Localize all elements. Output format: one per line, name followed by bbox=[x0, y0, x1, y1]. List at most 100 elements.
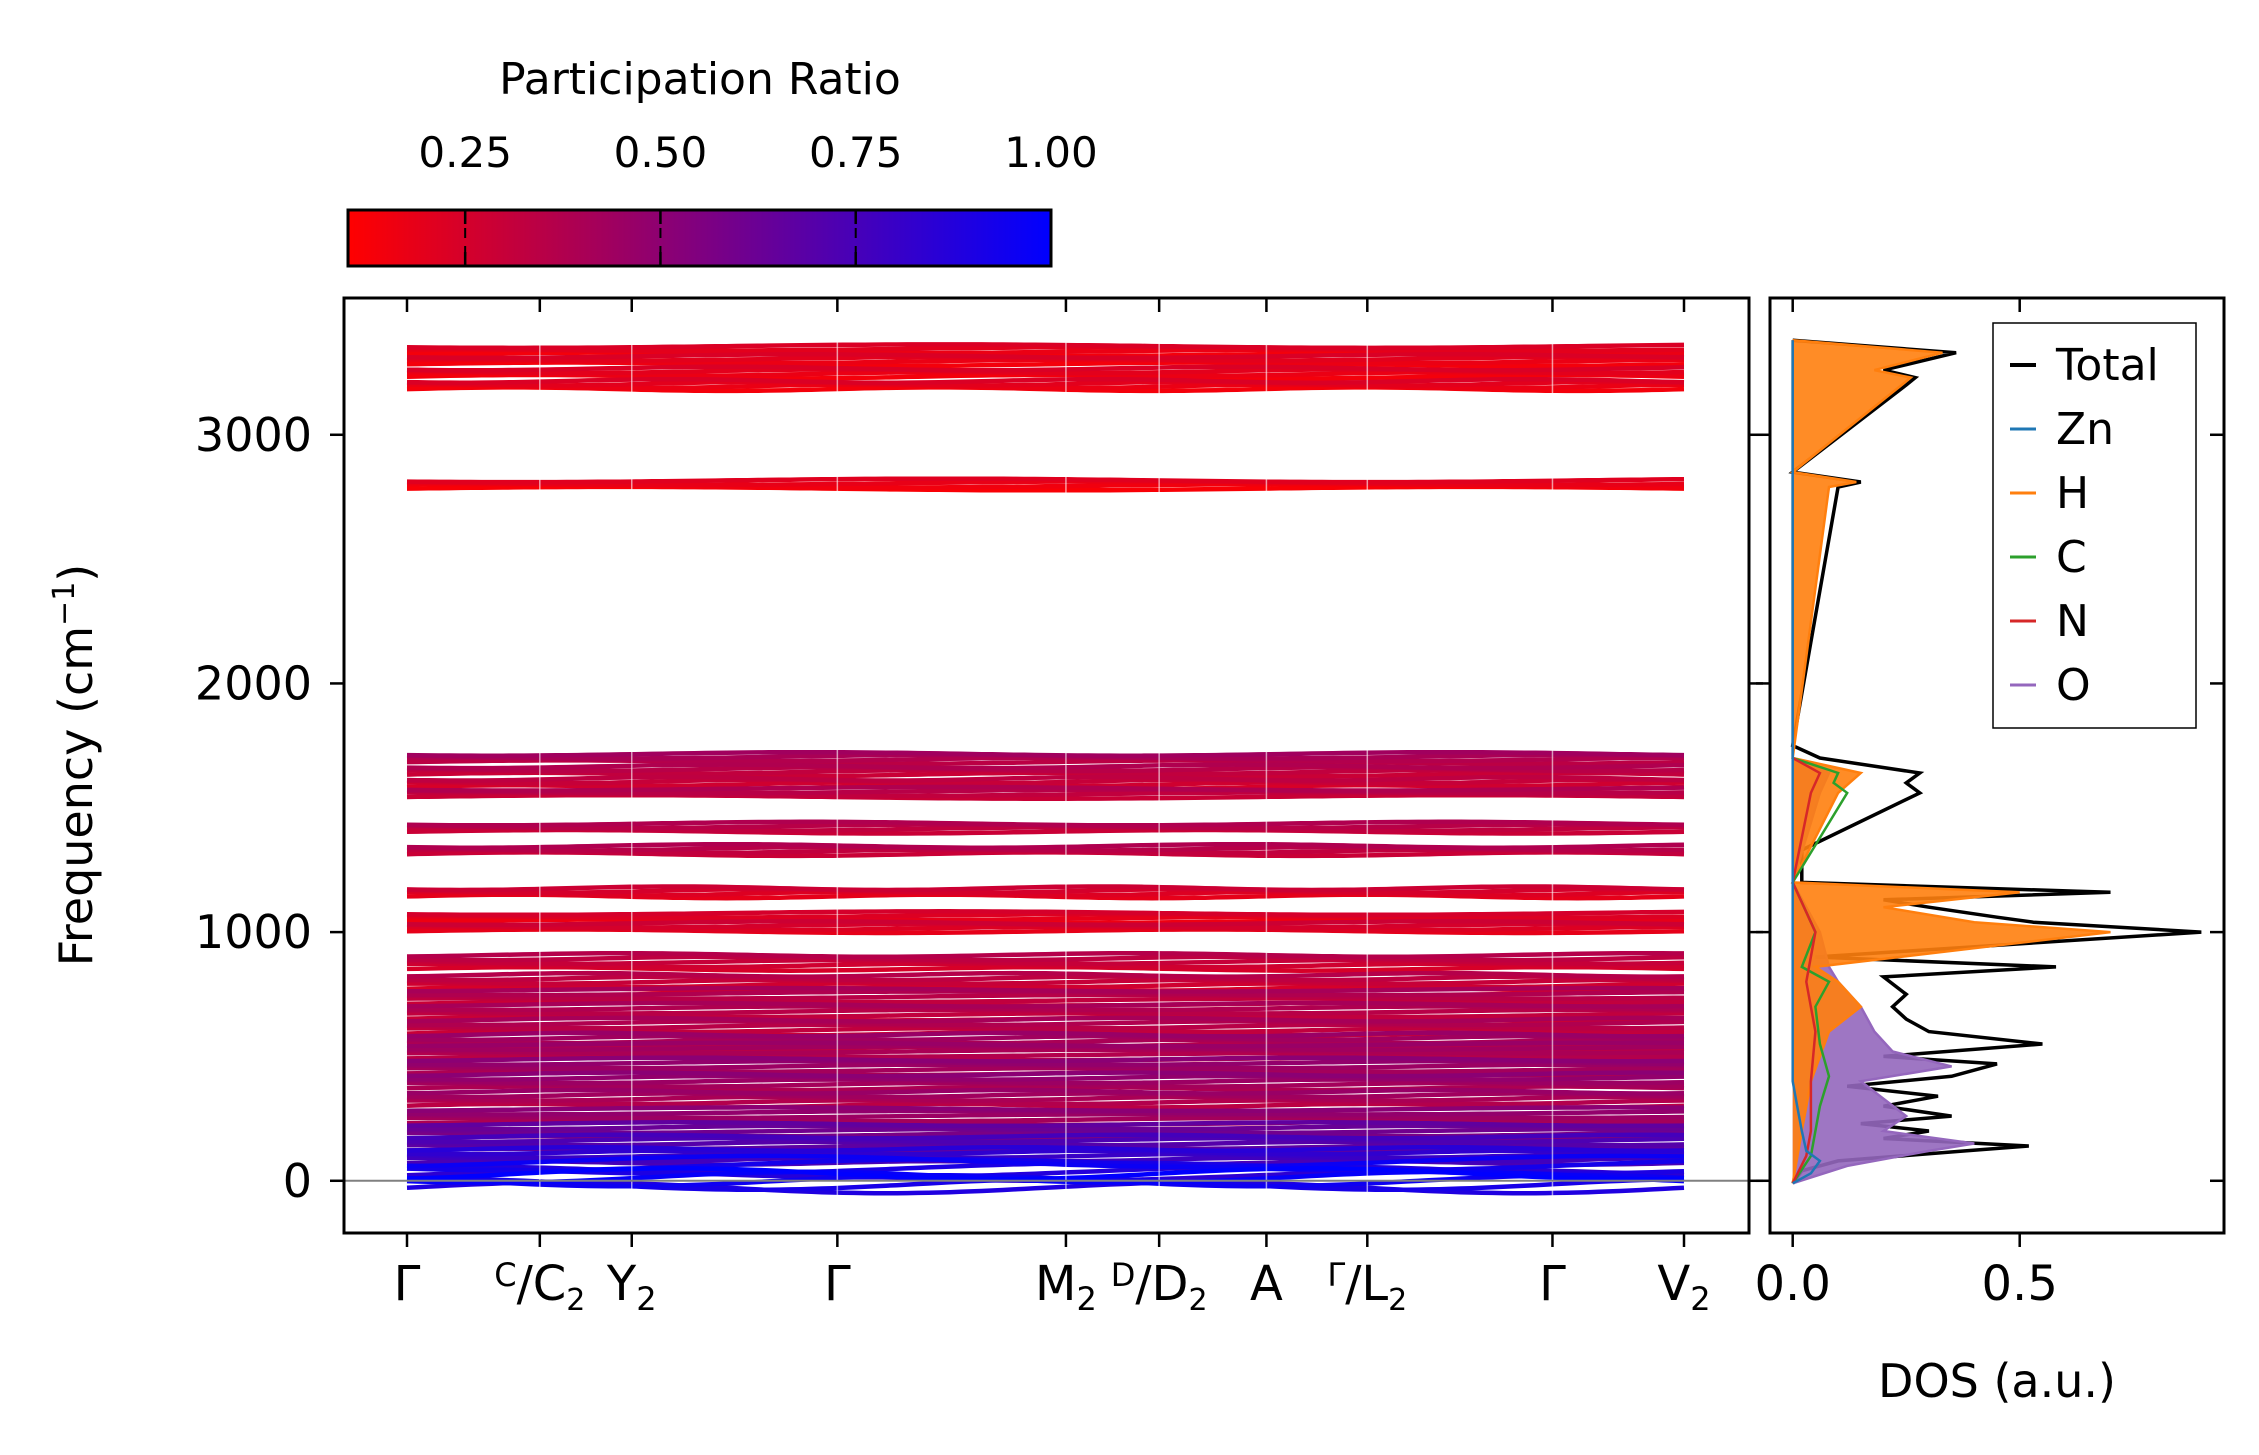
y-tick-label: 3000 bbox=[195, 408, 312, 462]
phonon-band bbox=[406, 970, 1685, 979]
phonon-band bbox=[406, 784, 1685, 793]
phonon-band bbox=[406, 476, 1685, 485]
phonon-band bbox=[406, 379, 1685, 388]
phonon-band bbox=[406, 479, 1685, 488]
phonon-band bbox=[406, 954, 1685, 963]
phonon-band bbox=[406, 1055, 1684, 1064]
phonon-band bbox=[406, 819, 1685, 828]
phonon-band bbox=[406, 1132, 1685, 1141]
high-symmetry-label: Γ bbox=[824, 1256, 851, 1312]
band-structure-panel: 0 1000 2000 3000 Γ C/C2 Y2 Γ M2D/D2 A Γ/L2 Γ V2 Fre… bbox=[47, 296, 2224, 1318]
phonon-band bbox=[406, 777, 1685, 786]
colorbar-ticks: 0.25 0.50 0.75 1.00 bbox=[418, 128, 1098, 266]
legend-label: H bbox=[2056, 468, 2089, 519]
high-symmetry-label: Γ/L2 bbox=[1327, 1256, 1407, 1318]
colorbar-tick-label: 0.75 bbox=[809, 128, 903, 177]
phonon-band bbox=[406, 1034, 1685, 1043]
phonon-band bbox=[406, 749, 1685, 758]
phonon-band bbox=[406, 1091, 1685, 1100]
legend-box bbox=[1992, 322, 2197, 729]
phonon-band bbox=[406, 909, 1685, 918]
dos-axes-frame bbox=[1768, 296, 2226, 1235]
dos-curve-zn bbox=[1791, 340, 1822, 1185]
high-symmetry-label: A bbox=[1250, 1256, 1283, 1312]
phonon-band bbox=[406, 974, 1685, 983]
phonon-band bbox=[407, 985, 1685, 994]
high-symmetry-label: C/C2 bbox=[494, 1256, 585, 1318]
dos-axis-ticks: 0.0 0.5 bbox=[1755, 298, 2058, 1312]
phonon-band bbox=[406, 911, 1685, 920]
colorbar: Participation Ratio 0.25 0.50 0.75 1.00 bbox=[346, 54, 1098, 268]
band-axes-frame bbox=[342, 296, 1751, 1235]
high-symmetry-label: M2 bbox=[1035, 1256, 1097, 1318]
dos-curve-n bbox=[1791, 340, 1822, 1184]
phonon-band bbox=[406, 1073, 1685, 1082]
y-axis-label: Frequency (cm−1) bbox=[47, 564, 103, 967]
phonon-band bbox=[406, 992, 1685, 1001]
phonon-band bbox=[406, 1120, 1685, 1129]
phonon-band bbox=[406, 352, 1685, 361]
phonon-band bbox=[406, 1087, 1685, 1096]
colorbar-label: Participation Ratio bbox=[499, 54, 901, 105]
phonon-band bbox=[406, 919, 1685, 928]
legend-label: N bbox=[2056, 596, 2089, 647]
colorbar-tick-label: 1.00 bbox=[1004, 128, 1098, 177]
phonon-band bbox=[406, 1000, 1684, 1009]
phonon-band bbox=[406, 1030, 1685, 1039]
y-tick-label: 2000 bbox=[195, 656, 312, 710]
phonon-band bbox=[406, 1105, 1684, 1114]
dos-x-axis-label: DOS (a.u.) bbox=[1878, 1354, 2116, 1408]
phonon-band bbox=[406, 787, 1685, 796]
y-axis-ticks: 0 1000 2000 3000 bbox=[195, 408, 2224, 1208]
y-tick-label: 1000 bbox=[195, 905, 312, 959]
phonon-band bbox=[406, 1015, 1685, 1024]
phonon-band bbox=[406, 1144, 1685, 1153]
phonon-band bbox=[407, 382, 1685, 391]
colorbar-tick-label: 0.50 bbox=[614, 128, 708, 177]
dos-curve-c bbox=[1791, 340, 1849, 1184]
phonon-band bbox=[406, 977, 1685, 986]
phonon-band bbox=[406, 884, 1685, 893]
phonon-band bbox=[407, 1098, 1685, 1107]
phonon-band bbox=[406, 886, 1685, 895]
phonon-band bbox=[406, 1047, 1685, 1056]
legend-label: Total bbox=[2055, 340, 2159, 391]
legend-label: Zn bbox=[2056, 404, 2114, 455]
phonon-band bbox=[407, 889, 1685, 898]
phonon-band bbox=[406, 1153, 1685, 1170]
phonon-band bbox=[406, 1166, 1685, 1182]
dos-x-tick-label: 0.0 bbox=[1755, 1256, 1831, 1312]
high-symmetry-label: D/D2 bbox=[1111, 1256, 1208, 1318]
phonon-band bbox=[406, 1019, 1685, 1028]
legend-label: C bbox=[2056, 532, 2087, 583]
phonon-band bbox=[406, 1148, 1685, 1157]
high-symmetry-label: Γ bbox=[1539, 1256, 1566, 1312]
phonon-band bbox=[406, 344, 1685, 353]
colorbar-tick-label: 0.25 bbox=[418, 128, 512, 177]
phonon-band bbox=[406, 1112, 1685, 1121]
phonon-band bbox=[406, 364, 1685, 373]
legend-label: O bbox=[2056, 660, 2091, 711]
phonon-band bbox=[406, 762, 1685, 771]
dos-curves bbox=[1788, 338, 2202, 1185]
phonon-band bbox=[406, 950, 1684, 959]
dos-fill-h bbox=[1792, 340, 2111, 1184]
colorbar-gradient bbox=[346, 208, 1053, 268]
dos-x-tick-label: 0.5 bbox=[1982, 1256, 2058, 1312]
high-symmetry-label: Y2 bbox=[606, 1256, 657, 1318]
high-symmetry-label: V2 bbox=[1657, 1256, 1710, 1318]
phonon-band bbox=[406, 1070, 1685, 1079]
high-symmetry-label: Γ bbox=[394, 1256, 421, 1312]
phonon-band bbox=[406, 774, 1685, 783]
phonon-band bbox=[406, 1094, 1685, 1103]
phonon-band bbox=[407, 1040, 1685, 1049]
phonon-band bbox=[406, 376, 1685, 385]
band-lines bbox=[406, 298, 1685, 1233]
phonon-band bbox=[406, 342, 1685, 351]
phonon-band bbox=[406, 1136, 1685, 1144]
x-axis-high-symmetry-points: Γ C/C2 Y2 Γ M2D/D2 A Γ/L2 Γ V2 bbox=[394, 298, 1711, 1318]
